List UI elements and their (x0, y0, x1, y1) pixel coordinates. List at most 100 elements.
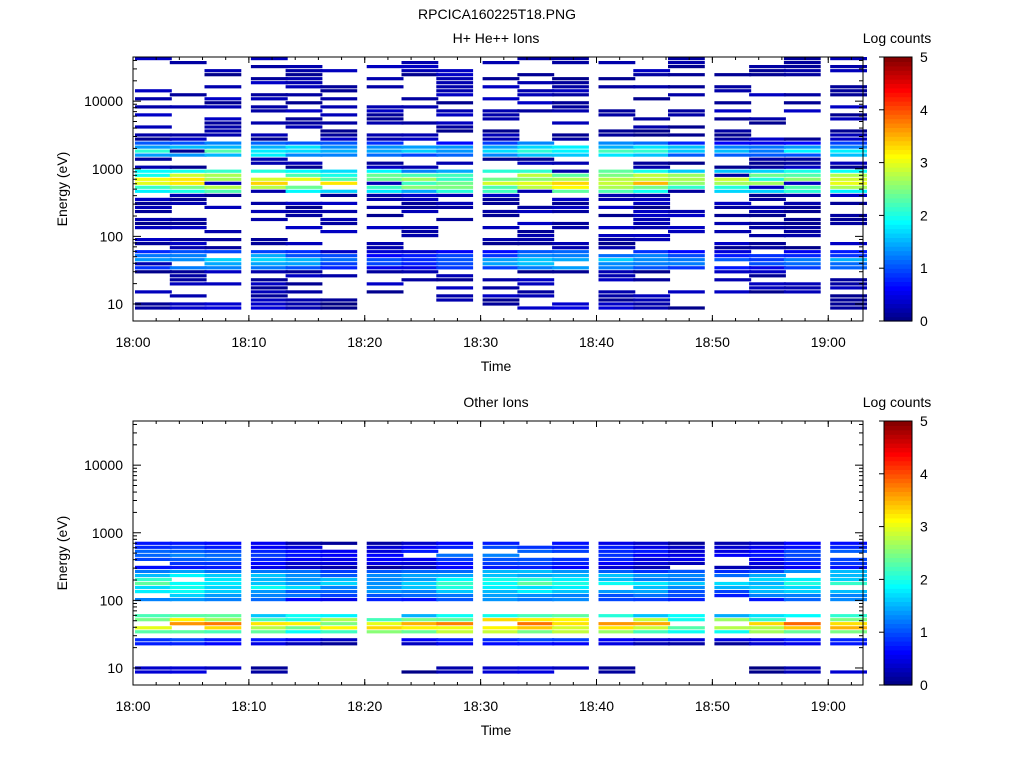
heatmap-cell (668, 173, 705, 177)
colorbar-segment (884, 70, 912, 76)
heatmap-cell (436, 258, 474, 262)
heatmap-cell (320, 141, 358, 145)
heatmap-cell (598, 573, 636, 578)
heatmap-cell (749, 262, 786, 266)
heatmap-cell (783, 173, 821, 177)
heatmap-cell (250, 149, 288, 153)
heatmap-cell (633, 117, 671, 121)
heatmap-cell (204, 618, 242, 622)
heatmap-cell (552, 306, 589, 310)
heatmap-cell (436, 85, 474, 89)
heatmap-cell (366, 137, 404, 141)
heatmap-cell (482, 545, 520, 549)
colorbar-segment (884, 676, 912, 682)
heatmap-cell (285, 622, 323, 626)
heatmap-cell (830, 137, 867, 141)
heatmap-cell (714, 230, 752, 234)
heatmap-cell (783, 149, 821, 153)
heatmap-cell (135, 226, 172, 230)
heatmap-cell (714, 165, 752, 169)
heatmap-cell (552, 561, 589, 565)
heatmap-cell (366, 153, 404, 157)
heatmap-cell (135, 614, 172, 618)
heatmap-cell (517, 250, 555, 254)
heatmap-cell (517, 294, 555, 298)
heatmap-cell (749, 618, 786, 622)
heatmap-cell (169, 201, 207, 205)
heatmap-cell (633, 85, 671, 89)
heatmap-cell (749, 209, 786, 214)
heatmap-cell (320, 274, 358, 278)
heatmap-cell (517, 569, 555, 573)
heatmap-cell (204, 549, 242, 553)
heatmap-cell (668, 177, 705, 181)
heatmap-cell (749, 622, 786, 626)
heatmap-cell (320, 217, 358, 222)
heatmap-cell (204, 282, 242, 286)
heatmap-cell (552, 594, 589, 598)
colorbar-segment (884, 610, 912, 616)
heatmap-cell (714, 549, 752, 553)
heatmap-cell (598, 258, 636, 262)
heatmap-cell (598, 213, 636, 218)
heatmap-cell (204, 193, 242, 197)
heatmap-cell (482, 642, 520, 646)
heatmap-cell (552, 630, 589, 634)
heatmap-cell (250, 145, 288, 149)
heatmap-cell (598, 622, 636, 626)
panel-title: Other Ions (463, 394, 528, 410)
heatmap-cell (598, 577, 636, 582)
x-tick-label: 18:40 (579, 698, 614, 714)
colorbar-segment (884, 87, 912, 93)
heatmap-cell (517, 254, 555, 258)
heatmap-cell (552, 557, 589, 561)
heatmap-cell (436, 77, 474, 81)
heatmap-cell (366, 557, 404, 561)
heatmap-cell (285, 581, 323, 586)
heatmap-cell (436, 262, 474, 266)
heatmap-cell (783, 246, 821, 250)
heatmap-cell (436, 626, 474, 630)
heatmap-cell (783, 638, 821, 642)
heatmap-cell (366, 105, 404, 109)
heatmap-cell (783, 670, 821, 674)
heatmap-cell (517, 282, 555, 286)
heatmap-cell (783, 230, 821, 234)
heatmap-cell (320, 541, 358, 545)
colorbar-segment (884, 277, 912, 282)
x-tick-label: 18:20 (347, 698, 382, 714)
heatmap-cell (552, 181, 589, 185)
heatmap-cell (320, 549, 358, 553)
heatmap-cell (285, 209, 323, 214)
heatmap-cell (783, 217, 821, 222)
heatmap-cell (598, 630, 636, 634)
heatmap-cell (552, 153, 589, 157)
heatmap-cell (250, 189, 288, 193)
heatmap-cell (482, 242, 520, 246)
heatmap-cell (169, 181, 207, 185)
heatmap-cell (482, 573, 520, 578)
colorbar-segment (884, 473, 912, 479)
heatmap-cell (401, 557, 439, 561)
heatmap-cell (552, 270, 589, 274)
heatmap-cell (366, 173, 404, 177)
heatmap-cell (830, 242, 867, 246)
heatmap-cell (598, 274, 636, 278)
heatmap-cell (250, 286, 288, 290)
heatmap-cell (633, 306, 671, 310)
heatmap-cell (633, 573, 671, 578)
heatmap-cell (366, 573, 404, 578)
colorbar-segment (884, 118, 912, 124)
heatmap-cell (204, 270, 242, 274)
heatmap-cell (135, 302, 172, 306)
heatmap-cell (401, 585, 439, 590)
heatmap-cell (436, 561, 474, 565)
heatmap-cell (250, 185, 288, 189)
heatmap-cell (749, 266, 786, 270)
heatmap-cell (482, 213, 520, 218)
heatmap-cell (633, 569, 671, 573)
heatmap-cell (633, 213, 671, 218)
colorbar-segment (884, 601, 912, 607)
heatmap-cell (552, 177, 589, 181)
heatmap-cell (517, 557, 555, 561)
